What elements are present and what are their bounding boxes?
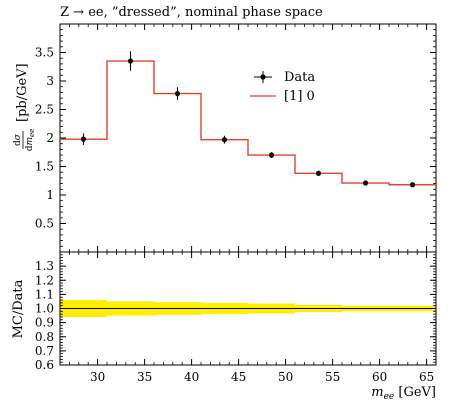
data-point <box>409 182 416 188</box>
mc-step-line <box>60 60 436 186</box>
ylabel-numerator: dσ <box>13 133 23 146</box>
xtick-label: 55 <box>325 370 340 384</box>
svg-text:dmee: dmee <box>25 129 36 152</box>
ratio-y-axis: 0.60.70.80.91.01.11.21.3 <box>35 254 436 372</box>
main-ylabel: dσ dmee [pb/GeV] <box>13 63 36 151</box>
legend-mc-label: [1] 0 <box>284 89 315 104</box>
main-ytick-label: 2.5 <box>35 103 54 117</box>
x-axis: 30 35 40 45 50 55 60 65 <box>69 252 434 384</box>
data-point <box>268 152 275 158</box>
ratio-ytick-label: 0.7 <box>35 344 54 358</box>
main-ytick-label: 1 <box>46 188 54 202</box>
ratio-ytick-label: 1.3 <box>35 259 54 273</box>
xlabel-var: m <box>371 385 383 400</box>
ratio-ytick-label: 1.2 <box>35 273 54 287</box>
ratio-ytick-label: 0.9 <box>35 316 54 330</box>
main-x-axis <box>69 24 428 252</box>
main-ytick-label: 3.5 <box>35 46 54 60</box>
ylabel-units: [pb/GeV] <box>15 63 30 122</box>
data-point <box>315 170 322 176</box>
legend: Data [1] 0 <box>250 70 315 104</box>
data-point <box>80 136 87 142</box>
main-series <box>60 51 436 188</box>
data-point <box>174 90 181 97</box>
xtick-label: 40 <box>184 370 199 384</box>
ratio-ytick-label: 0.6 <box>35 358 54 372</box>
xtick-label: 30 <box>90 370 105 384</box>
main-y-axis: 0.5 1 1.5 2 2.5 3 3.5 <box>35 29 436 247</box>
legend-data-label: Data <box>284 70 315 85</box>
data-point <box>362 180 369 186</box>
ratio-ytick-label: 0.8 <box>35 330 54 344</box>
legend-data-marker <box>260 74 266 80</box>
xtick-label: 60 <box>372 370 387 384</box>
xtick-label: 65 <box>419 370 434 384</box>
ratio-ytick-label: 1.0 <box>35 302 54 316</box>
main-ytick-label: 2 <box>46 131 54 145</box>
main-ytick-label: 1.5 <box>35 160 54 174</box>
ylabel-denominator: dmee <box>25 129 36 152</box>
ratio-ytick-label: 1.1 <box>35 287 54 301</box>
main-ytick-label: 0.5 <box>35 217 54 231</box>
ratio-ylabel: MC/Data <box>11 279 26 338</box>
xlabel-sub: ee <box>384 392 395 402</box>
data-point <box>127 58 134 64</box>
data-point <box>221 137 228 143</box>
svg-text:dσ: dσ <box>13 133 23 146</box>
xlabel: mee [GeV] <box>371 385 436 402</box>
xtick-label: 35 <box>137 370 152 384</box>
xtick-label: 50 <box>278 370 293 384</box>
main-ytick-label: 3 <box>46 74 54 88</box>
xlabel-units: [GeV] <box>398 385 436 400</box>
xtick-label: 45 <box>231 370 246 384</box>
main-plot-frame <box>59 23 437 253</box>
chart-title: Z → ee, ”dressed”, nominal phase space <box>60 5 323 20</box>
